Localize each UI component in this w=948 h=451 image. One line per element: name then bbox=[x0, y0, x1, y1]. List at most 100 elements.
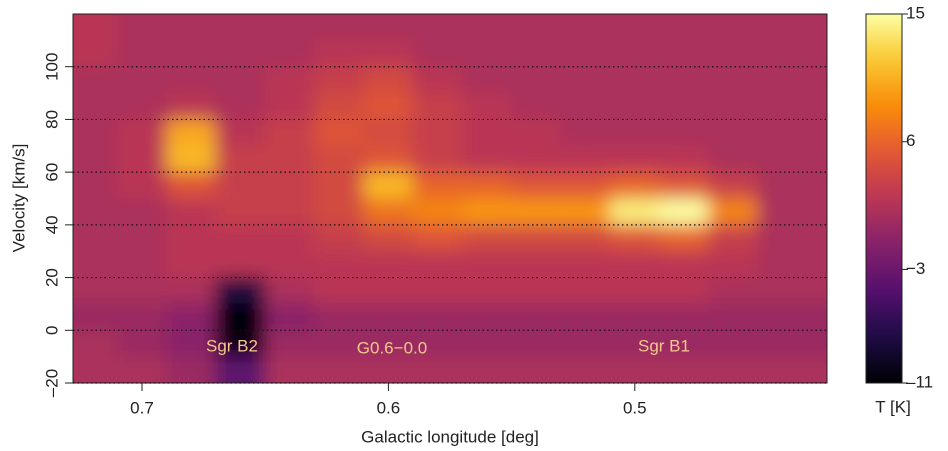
heatmap-cell bbox=[215, 224, 266, 252]
heatmap-cell bbox=[363, 224, 414, 252]
heatmap-cell bbox=[313, 66, 365, 94]
heatmap-cell bbox=[708, 92, 759, 120]
annotation: Sgr B1 bbox=[638, 336, 690, 355]
heatmap-cell bbox=[215, 330, 266, 357]
heatmap-cell bbox=[215, 145, 266, 173]
heatmap-cell bbox=[264, 277, 315, 305]
heatmap-cell bbox=[116, 92, 168, 120]
heatmap-cell bbox=[73, 198, 118, 226]
heatmap-cell bbox=[363, 66, 414, 94]
heatmap-cell bbox=[461, 171, 513, 199]
heatmap-cell bbox=[73, 303, 118, 331]
heatmap-cell bbox=[264, 250, 315, 278]
heatmap-cell bbox=[166, 277, 217, 305]
heatmap-cell bbox=[313, 330, 365, 357]
heatmap-cell bbox=[511, 66, 562, 94]
heatmap-cell bbox=[658, 303, 710, 331]
heatmap-cell bbox=[609, 356, 660, 383]
heatmap-cell bbox=[363, 250, 414, 278]
heatmap-cell bbox=[116, 250, 168, 278]
heatmap-cell bbox=[166, 66, 217, 94]
heatmap-cell bbox=[73, 250, 118, 278]
heatmap-cell bbox=[412, 277, 463, 305]
heatmap-cell bbox=[560, 330, 611, 357]
heatmap-cell bbox=[560, 224, 611, 252]
heatmap-cell bbox=[708, 14, 759, 41]
heatmap-cell bbox=[73, 224, 118, 252]
y-tick-label: 80 bbox=[42, 110, 61, 129]
heatmap-cell bbox=[757, 356, 827, 383]
heatmap-cell bbox=[658, 14, 710, 41]
heatmap-cell bbox=[166, 224, 217, 252]
heatmap-cell bbox=[609, 330, 660, 357]
heatmap-cell bbox=[313, 356, 365, 383]
heatmap-cell bbox=[461, 277, 513, 305]
heatmap-cell bbox=[166, 198, 217, 226]
heatmap-cell bbox=[313, 92, 365, 120]
heatmap-cell bbox=[363, 330, 414, 357]
heatmap-cell bbox=[412, 66, 463, 94]
heatmap-cell bbox=[511, 14, 562, 41]
heatmap-cell bbox=[461, 330, 513, 357]
heatmap-cell bbox=[166, 356, 217, 383]
heatmap-cell bbox=[73, 66, 118, 94]
heatmap-cell bbox=[609, 198, 660, 226]
heatmap-cell bbox=[511, 171, 562, 199]
heatmap-cell bbox=[609, 250, 660, 278]
heatmap-cell bbox=[708, 66, 759, 94]
colorbar-tick-label: 15 bbox=[906, 3, 925, 22]
heatmap-cell bbox=[757, 330, 827, 357]
heatmap-cell bbox=[560, 250, 611, 278]
heatmap-cell bbox=[116, 171, 168, 199]
heatmap-cell bbox=[658, 330, 710, 357]
heatmap-cell bbox=[166, 40, 217, 67]
heatmap-cell bbox=[313, 119, 365, 147]
heatmap-cell bbox=[757, 250, 827, 278]
heatmap-cell bbox=[461, 145, 513, 173]
heatmap-cell bbox=[461, 119, 513, 147]
heatmap-cell bbox=[609, 303, 660, 331]
heatmap-cell bbox=[560, 303, 611, 331]
heatmap-cell bbox=[166, 119, 217, 147]
heatmap-cell bbox=[560, 14, 611, 41]
heatmap-cell bbox=[658, 277, 710, 305]
heatmap-cell bbox=[116, 198, 168, 226]
heatmap-cell bbox=[609, 40, 660, 67]
heatmap-cell bbox=[658, 356, 710, 383]
heatmap-cell bbox=[116, 356, 168, 383]
heatmap-cell bbox=[412, 92, 463, 120]
y-tick-label: 60 bbox=[42, 163, 61, 182]
heatmap-cell bbox=[560, 356, 611, 383]
heatmap-cell bbox=[609, 14, 660, 41]
heatmap-cell bbox=[757, 66, 827, 94]
heatmap-cell bbox=[511, 198, 562, 226]
heatmap-cell bbox=[116, 330, 168, 357]
heatmap-cell bbox=[511, 330, 562, 357]
heatmap-cell bbox=[461, 198, 513, 226]
heatmap-cell bbox=[412, 198, 463, 226]
annotation: Sgr B2 bbox=[206, 336, 258, 355]
heatmap-cell bbox=[658, 145, 710, 173]
heatmap-cell bbox=[708, 145, 759, 173]
heatmap-cell bbox=[412, 303, 463, 331]
heatmap-cell bbox=[116, 303, 168, 331]
heatmap-cell bbox=[609, 92, 660, 120]
heatmap-cell bbox=[412, 356, 463, 383]
heatmap-cell bbox=[658, 250, 710, 278]
heatmap-cell bbox=[215, 171, 266, 199]
heatmap-cell bbox=[708, 198, 759, 226]
heatmap-cell bbox=[412, 171, 463, 199]
heatmap-cell bbox=[116, 277, 168, 305]
heatmap-cell bbox=[757, 119, 827, 147]
heatmap-cell bbox=[215, 40, 266, 67]
heatmap-cell bbox=[166, 14, 217, 41]
heatmap-cell bbox=[609, 171, 660, 199]
heatmap-cell bbox=[215, 356, 266, 383]
x-axis-label: Galactic longitude [deg] bbox=[361, 427, 539, 446]
colorbar bbox=[865, 13, 903, 384]
heatmap-cell bbox=[363, 119, 414, 147]
heatmap-cell bbox=[560, 145, 611, 173]
heatmap-cell bbox=[609, 119, 660, 147]
heatmap-cell bbox=[757, 303, 827, 331]
heatmap-cell bbox=[73, 145, 118, 173]
